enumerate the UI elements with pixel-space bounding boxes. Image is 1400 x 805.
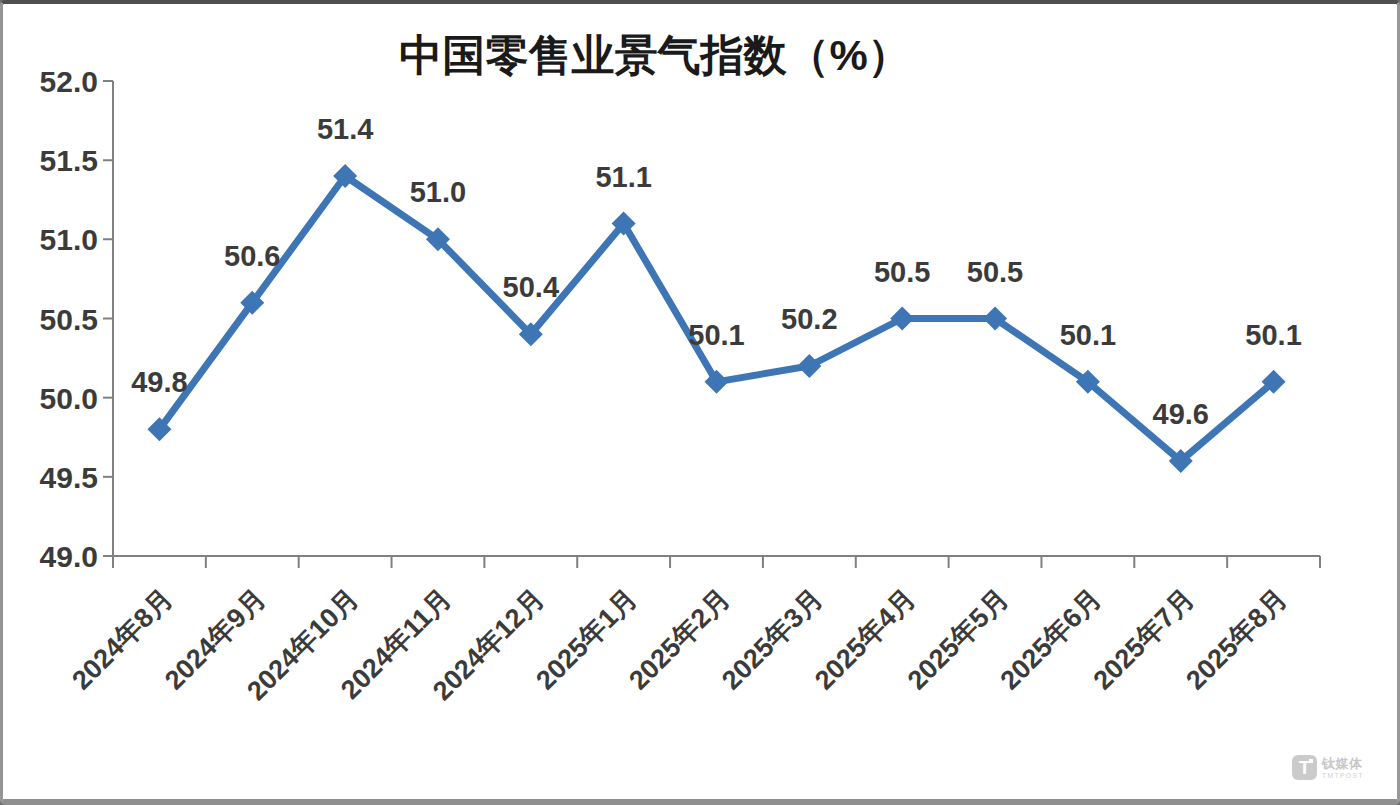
data-label: 51.0 [410, 176, 466, 208]
data-label: 50.5 [967, 256, 1023, 288]
x-tick-label: 2025年3月 [716, 583, 828, 695]
y-tick-label: 49.0 [40, 540, 98, 573]
data-label: 49.6 [1153, 398, 1209, 430]
data-label: 51.4 [317, 113, 373, 145]
data-label: 50.4 [503, 271, 559, 303]
x-tick-label: 2025年1月 [530, 583, 642, 695]
data-label: 50.6 [224, 240, 280, 272]
y-tick-label: 51.5 [40, 144, 98, 177]
retail-index-line-chart: 中国零售业景气指数（%） 49.0 49.5 50.0 50.5 51.0 51.5 52.… [3, 4, 1397, 799]
watermark: T 钛媒体 TMTPOST [1292, 755, 1364, 780]
y-tick-label: 50.0 [40, 382, 98, 415]
tmtpost-logo-icon: T [1292, 755, 1317, 780]
data-label: 50.1 [688, 319, 744, 351]
data-label: 49.8 [131, 366, 187, 398]
y-tick-label: 51.0 [40, 223, 98, 256]
data-label: 50.1 [1060, 319, 1116, 351]
y-tick-label: 52.0 [40, 65, 98, 98]
watermark-subtitle: TMTPOST [1322, 772, 1364, 779]
chart-title: 中国零售业景气指数（%） [399, 31, 910, 79]
x-tick-label: 2025年4月 [809, 583, 921, 695]
watermark-name: 钛媒体 [1322, 757, 1364, 770]
x-tick-label: 2025年8月 [1180, 583, 1292, 695]
x-tick-label: 2024年8月 [66, 583, 178, 695]
watermark-text: 钛媒体 TMTPOST [1322, 757, 1364, 779]
data-point-marker [797, 354, 821, 378]
x-tick-label: 2025年6月 [995, 583, 1107, 695]
y-axis: 49.0 49.5 50.0 50.5 51.0 51.5 52.0 [40, 65, 113, 573]
x-tick-label: 2025年2月 [623, 583, 735, 695]
x-tick-label: 2025年5月 [902, 583, 1014, 695]
data-label: 51.1 [595, 161, 651, 193]
x-axis: 2024年8月2024年9月2024年10月2024年11月2024年12月20… [66, 556, 1320, 706]
data-label: 50.1 [1245, 319, 1301, 351]
data-label: 50.5 [874, 256, 930, 288]
x-tick-label: 2025年7月 [1087, 583, 1199, 695]
data-point-marker [890, 307, 914, 331]
data-label: 50.2 [781, 303, 837, 335]
y-tick-label: 49.5 [40, 461, 98, 494]
chart-card: 中国零售业景气指数（%） 49.0 49.5 50.0 50.5 51.0 51.5 52.… [0, 0, 1400, 805]
y-tick-label: 50.5 [40, 303, 98, 336]
logo-dot [1309, 759, 1313, 763]
